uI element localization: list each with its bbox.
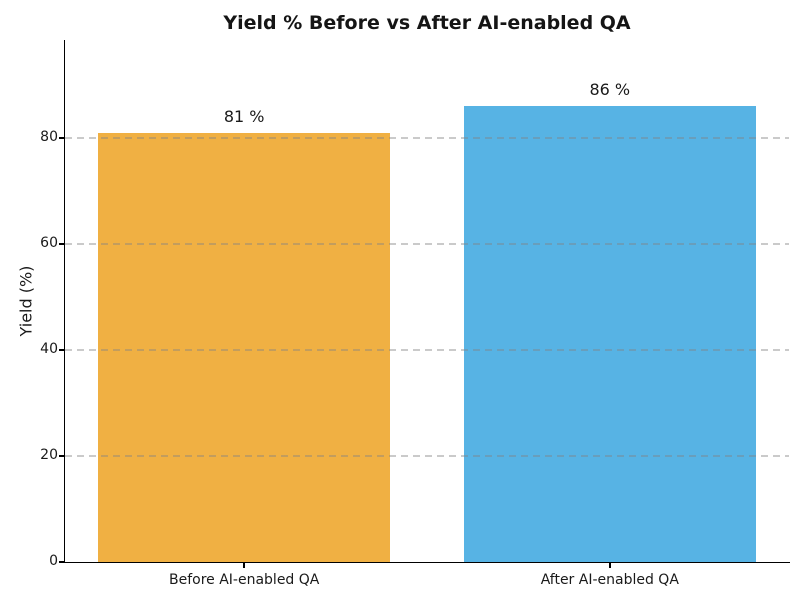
y-tick-mark — [59, 455, 64, 457]
y-tick-label: 80 — [40, 129, 58, 146]
chart-title: Yield % Before vs After AI-enabled QA — [223, 12, 631, 34]
bar-value-label: 86 % — [589, 80, 631, 100]
x-tick-label: After AI-enabled QA — [540, 572, 679, 588]
x-tick-mark — [243, 563, 245, 568]
y-tick-label: 0 — [49, 553, 58, 569]
y-axis-label: Yield (%) — [16, 265, 36, 337]
bar-before-ai-qa — [97, 132, 391, 562]
y-tick-mark — [59, 561, 64, 563]
plot-area: 0 20 40 60 80 81 % Before AI-enabled QA 86 % Aft… — [40, 40, 790, 588]
bar-value-label: 81 % — [223, 106, 265, 126]
y-axis-spine — [63, 40, 65, 563]
x-axis-spine — [63, 561, 790, 563]
y-tick-mark — [59, 243, 64, 245]
y-tick-label: 20 — [40, 447, 58, 463]
y-tick-label: 60 — [40, 235, 58, 252]
bar-after-ai-qa — [463, 106, 757, 562]
gridline-y-40 — [65, 349, 789, 351]
gridline-y-20 — [65, 455, 789, 457]
y-tick-label: 40 — [40, 341, 58, 358]
y-tick-mark — [59, 137, 64, 139]
x-tick-mark — [609, 563, 611, 568]
gridline-y-60 — [65, 243, 789, 245]
x-tick-label: Before AI-enabled QA — [169, 572, 320, 588]
y-tick-mark — [59, 349, 64, 351]
gridline-y-80 — [65, 137, 789, 139]
